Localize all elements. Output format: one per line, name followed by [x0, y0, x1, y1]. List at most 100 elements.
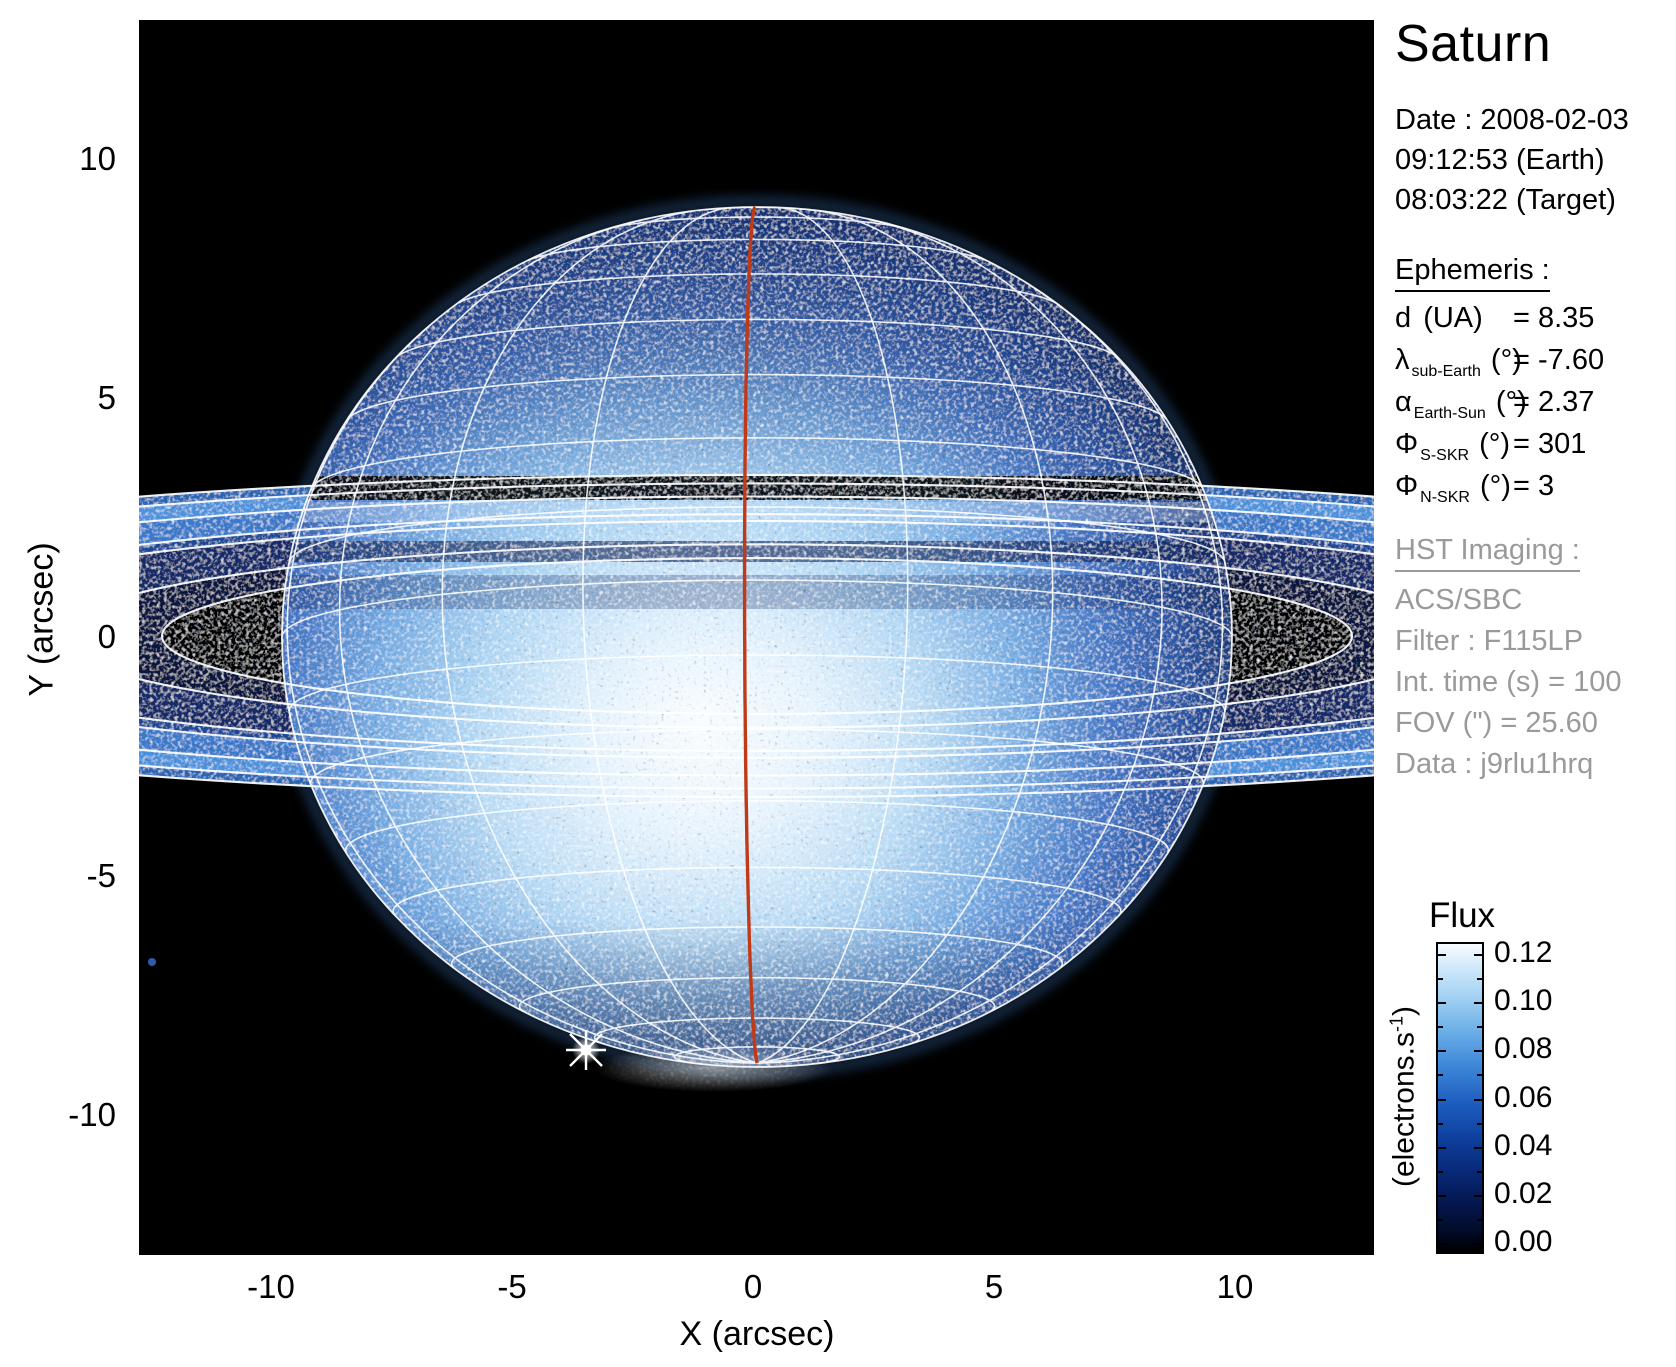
ephemeris-symbol: Φ	[1395, 470, 1419, 502]
colorbar-tick	[1438, 1002, 1446, 1005]
colorbar-tick-label: 0.08	[1494, 1032, 1553, 1066]
front-ring-bright-band	[282, 502, 1232, 522]
ephemeris-unit: (°)	[1471, 470, 1511, 502]
colorbar-tick	[1438, 954, 1446, 956]
ephemeris-row: d (UA) = 8.35	[1395, 297, 1676, 339]
colorbar-tick-label: 0.10	[1494, 984, 1553, 1018]
colorbar-minor-tick	[1438, 1122, 1443, 1125]
colorbar-minor-tick	[1438, 1026, 1443, 1029]
colorbar-unit: (electrons.s-1)	[1387, 937, 1422, 1257]
colorbar-tick	[1474, 1194, 1482, 1197]
ephemeris-subscript: sub-Earth	[1411, 363, 1481, 380]
y-tick-label: 0	[97, 618, 116, 655]
bright-zone-secondary	[559, 590, 1039, 830]
faint-point-source	[148, 958, 156, 966]
hst-info-line: Data : j9rlu1hrq	[1395, 748, 1594, 780]
colorbar-minor-tick	[1477, 1122, 1482, 1125]
ephemeris-subscript: Earth-Sun	[1413, 405, 1486, 422]
colorbar-tick	[1474, 1098, 1482, 1101]
ephemeris-subscript: S-SKR	[1420, 447, 1470, 464]
colorbar-minor-tick	[1438, 978, 1443, 981]
colorbar-tick-label: 0.00	[1494, 1225, 1553, 1259]
colorbar-minor-tick	[1438, 1218, 1443, 1221]
unit-post: )	[1387, 1005, 1421, 1016]
figure-title: Saturn	[1395, 15, 1552, 73]
x-tick-label: 0	[743, 1268, 763, 1305]
y-tick-label: 5	[97, 379, 116, 416]
ephemeris-symbol: d	[1395, 302, 1412, 334]
ephemeris-value: = 2.37	[1513, 386, 1595, 418]
colorbar-tick-label: 0.12	[1494, 936, 1553, 969]
date-line: Date : 2008-02-03	[1395, 104, 1629, 136]
colorbar-tick	[1474, 1050, 1482, 1053]
colorbar-title: Flux	[1428, 896, 1496, 935]
ephemeris-symbol: λ	[1395, 344, 1410, 376]
colorbar-tick	[1438, 1098, 1446, 1101]
y-tick-label: -5	[86, 857, 116, 894]
ephemeris-unit: (°)	[1471, 428, 1511, 460]
colorbar-tick	[1438, 1243, 1446, 1246]
ephemeris-value: = 301	[1513, 428, 1587, 460]
unit-sup: -1	[1386, 1015, 1407, 1032]
colorbar-tick	[1438, 1194, 1446, 1197]
time-earth-line: 09:12:53 (Earth)	[1395, 144, 1605, 176]
highlighted-meridian	[742, 205, 759, 1064]
colorbar-minor-tick	[1477, 978, 1482, 981]
ephemeris-value: = 3	[1513, 470, 1555, 502]
ephemeris-value: = -7.60	[1513, 344, 1605, 376]
x-tick-label: 5	[984, 1268, 1004, 1305]
colorbar-tick	[1438, 1146, 1446, 1149]
hst-info-line: Filter : F115LP	[1395, 625, 1584, 657]
hst-info-line: ACS/SBC	[1395, 584, 1523, 616]
ephemeris-row: α Earth-Sun (°) = 2.37	[1395, 381, 1676, 423]
hst-info-line: FOV (") = 25.60	[1395, 707, 1598, 739]
disk-overlays	[282, 207, 1232, 1067]
ephemeris-symbol: Φ	[1395, 428, 1419, 460]
lat-lon-grid	[282, 207, 1232, 1065]
colorbar-tick	[1474, 954, 1482, 956]
info-panel: Saturn Date : 2008-02-03 09:12:53 (Earth…	[1395, 0, 1676, 1367]
ephemeris-row: Φ N-SKR (°) = 3	[1395, 465, 1676, 507]
colorbar-tick-label: 0.04	[1494, 1128, 1553, 1162]
ephemeris-unit: (°)	[1482, 344, 1522, 376]
colorbar-minor-tick	[1477, 1218, 1482, 1221]
hst-info-line: Int. time (s) = 100	[1395, 666, 1622, 698]
colorbar-tick	[1474, 1002, 1482, 1005]
colorbar-tick	[1474, 1243, 1482, 1246]
y-tick-label: -10	[68, 1096, 116, 1133]
ephemeris-unit: (°)	[1487, 386, 1527, 418]
ephemeris-unit: (UA)	[1415, 302, 1483, 334]
ephemeris-heading: Ephemeris :	[1395, 254, 1550, 292]
ephemeris-row: λ sub-Earth (°) = -7.60	[1395, 339, 1676, 381]
unit-pre: (electrons.s	[1387, 1031, 1421, 1188]
colorbar	[1436, 942, 1484, 1254]
colorbar-minor-tick	[1477, 1074, 1482, 1077]
time-target-line: 08:03:22 (Target)	[1395, 184, 1616, 216]
ephemeris-heading-text: Ephemeris :	[1395, 254, 1550, 292]
colorbar-minor-tick	[1477, 1026, 1482, 1029]
x-axis-title: X (arcsec)	[679, 1315, 835, 1353]
saturn-image	[139, 20, 1374, 1255]
bright-star-spot	[566, 1030, 606, 1070]
front-ring-dark-band	[282, 541, 1232, 562]
ephemeris-row: Φ S-SKR (°) = 301	[1395, 423, 1676, 465]
x-tick-label: -10	[247, 1268, 295, 1305]
colorbar-minor-tick	[1477, 1170, 1482, 1173]
hst-heading-text: HST Imaging :	[1395, 534, 1580, 572]
ephemeris-value: = 8.35	[1513, 302, 1595, 334]
x-tick-label: -5	[497, 1268, 527, 1305]
hst-heading: HST Imaging :	[1395, 534, 1580, 572]
flux-map-fills	[139, 207, 1374, 1092]
colorbar-minor-tick	[1438, 1170, 1443, 1173]
ephemeris-symbol: α	[1395, 386, 1412, 418]
colorbar-tick-label: 0.06	[1494, 1080, 1553, 1114]
ring-model-outlines	[139, 473, 1374, 799]
y-axis-title: Y (arcsec)	[22, 542, 61, 697]
colorbar-tick	[1438, 1050, 1446, 1053]
colorbar-tick-label: 0.02	[1494, 1176, 1553, 1210]
colorbar-tick	[1474, 1146, 1482, 1149]
x-tick-label: 10	[1216, 1268, 1254, 1305]
colorbar-minor-tick	[1438, 1074, 1443, 1077]
y-tick-label: 10	[79, 140, 116, 177]
